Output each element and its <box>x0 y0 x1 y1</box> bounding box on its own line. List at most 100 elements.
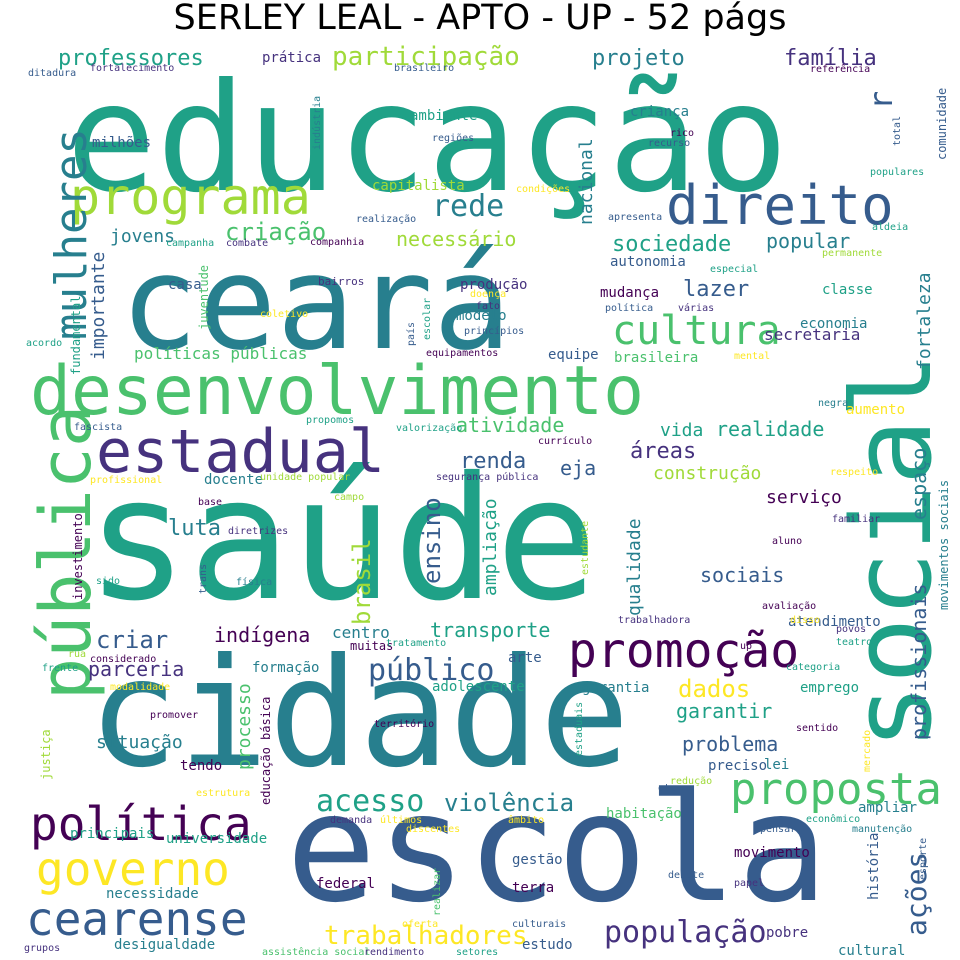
word-mental: mental <box>734 351 770 362</box>
word-setores: setores <box>456 947 498 958</box>
word-r: r <box>862 91 900 110</box>
word-aluno: aluno <box>772 536 802 547</box>
word-milhoes: milhões <box>92 135 151 151</box>
word-ampliar: ampliar <box>858 800 917 816</box>
word-principais: principais <box>70 826 154 842</box>
word-dados: dados <box>678 675 750 703</box>
word-programa: programa <box>70 168 311 226</box>
word-situacao: situação <box>96 732 183 753</box>
word-trans: trans <box>198 564 209 594</box>
word-avaliacao: avaliação <box>762 601 816 612</box>
word-violencia: violência <box>444 789 574 817</box>
word-espaco: espaço <box>907 448 931 520</box>
word-familiar: familiar <box>832 514 880 525</box>
word-companhia: companhia <box>310 237 364 248</box>
word-cearense: cearense <box>26 892 248 946</box>
word-profissional: profissional <box>90 475 162 486</box>
word-publica: pública <box>25 405 107 700</box>
word-saude: saúde <box>86 441 598 639</box>
word-propomos: propomos <box>306 415 354 426</box>
word-estrutura: estrutura <box>196 788 250 799</box>
word-considerado: considerado <box>90 654 156 665</box>
word-atividade: atividade <box>456 413 564 437</box>
word-classe: classe <box>822 282 873 298</box>
word-qualidade: qualidade <box>624 518 645 616</box>
word-modalidade: modalidade <box>110 682 170 693</box>
word-investimento: investimento <box>71 513 85 600</box>
word-bairros: bairros <box>318 275 364 288</box>
word-assistencia-social: assistência social <box>262 946 370 958</box>
word-teatro: teatro <box>836 637 872 648</box>
word-lei: lei <box>764 757 789 773</box>
word-base: base <box>198 497 222 508</box>
word-justica: justiça <box>39 729 53 780</box>
word-diretrizes: diretrizes <box>228 526 288 537</box>
word-categoria: categoria <box>786 662 840 673</box>
word-economico: econômico <box>806 813 860 825</box>
word-aldeia: aldeia <box>872 222 908 233</box>
word-fundamental: fundamental <box>69 296 83 375</box>
word-recurso: recurso <box>648 138 690 149</box>
word-professores: professores <box>58 46 204 71</box>
word-combate: combate <box>226 238 268 249</box>
word-centro: centro <box>332 623 390 642</box>
word-indigena: indígena <box>214 623 310 647</box>
word-papel: papel <box>734 878 764 889</box>
word-educacao: educação <box>66 52 788 226</box>
word-politica: política <box>30 797 252 851</box>
word-sociais: sociais <box>700 563 784 587</box>
word-arte: arte <box>508 650 542 666</box>
word-manutencao: manutenção <box>852 824 912 835</box>
word-respeito: respeito <box>830 467 878 478</box>
word-mulheres: mulheres <box>46 128 97 340</box>
word-politicas-publicas: políticas públicas <box>134 344 307 363</box>
word-especial: especial <box>710 264 758 275</box>
word-profissionais: profissionais <box>907 583 931 740</box>
word-discentes: discentes <box>406 824 460 835</box>
word-reducao: redução <box>670 776 712 787</box>
word-up: up <box>740 641 752 652</box>
word-luta: luta <box>168 516 221 541</box>
word-criar: criar <box>96 626 168 654</box>
word-total: total <box>892 116 903 146</box>
word-equipamentos: equipamentos <box>426 348 498 359</box>
word-doenca: doença <box>470 289 506 300</box>
word-acoes: ações <box>900 852 933 936</box>
word-permanente: permanente <box>822 248 882 259</box>
word-acordo: acordo <box>26 338 62 349</box>
word-mercado: mercado <box>862 730 873 772</box>
word-sido: sido <box>96 576 120 587</box>
word-preciso: preciso <box>708 758 767 774</box>
word-varias: várias <box>678 302 714 314</box>
word-fortalecimento: fortalecimento <box>90 63 174 74</box>
word-campo: campo <box>334 492 364 503</box>
word-proposta: proposta <box>730 764 942 815</box>
word-trabalhadora: trabalhadora <box>618 615 690 626</box>
word-unidade-popular: unidade popular <box>260 472 350 483</box>
word-seguranca-publica: segurança pública <box>436 471 538 483</box>
word-construcao: construção <box>653 463 761 484</box>
word-rendimento: rendimento <box>364 947 424 958</box>
word-etc: etc <box>658 783 676 794</box>
word-necessidade: necessidade <box>106 886 199 902</box>
word-curriculo: currículo <box>538 435 592 447</box>
word-realizacao: realização <box>356 214 416 225</box>
word-capitalista: capitalista <box>372 178 465 194</box>
word-pratica: prática <box>262 50 321 66</box>
word-cultural: cultural <box>838 943 905 959</box>
word-desenvolvimento: desenvolvimento <box>30 352 644 431</box>
word-terra: terra <box>512 880 554 896</box>
word-debate: debate <box>668 870 704 881</box>
word-parceria: parceria <box>88 657 184 681</box>
word-realidade: realidade <box>716 417 824 441</box>
word-apresenta: apresenta <box>608 212 662 223</box>
word-garantia: garantia <box>582 680 649 696</box>
word-rico: rico <box>670 128 694 139</box>
word-comunidade: comunidade <box>935 88 949 160</box>
word-docente: docente <box>204 472 263 488</box>
word-juventude: juventude <box>197 265 211 330</box>
word-escolar: escolar <box>422 298 433 340</box>
word-problema: problema <box>682 732 778 756</box>
word-brasileiro: brasileiro <box>394 63 454 74</box>
